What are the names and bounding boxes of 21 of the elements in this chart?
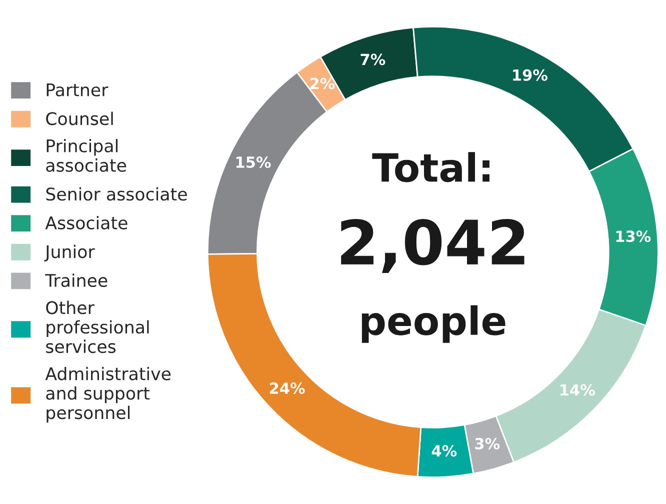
text: people [362, 305, 506, 343]
legend-label: Principal associate [46, 138, 126, 172]
legend-label: Associate [45, 216, 128, 230]
legend-label: Senior associate [46, 187, 187, 201]
legend-label: Administrative and support personnel [45, 366, 171, 423]
data-label: 24% [270, 382, 305, 394]
data-label: 2% [310, 78, 335, 90]
data-label: 14% [560, 384, 595, 396]
data-label: 13% [616, 230, 651, 242]
legend-label: Partner [46, 84, 108, 96]
legend-label: Counsel [46, 112, 113, 126]
data-label: 19% [513, 69, 548, 81]
text: 2,042 [341, 219, 524, 274]
text: Total: [372, 152, 490, 182]
legend-label: Junior [44, 244, 95, 262]
legend-label: Trainee [45, 274, 108, 288]
data-label: 4% [432, 445, 457, 457]
legend-label: Other professional services [46, 300, 149, 354]
data-label: 15% [236, 156, 271, 168]
data-label: 3% [475, 438, 500, 450]
data-label: 7% [360, 54, 386, 66]
